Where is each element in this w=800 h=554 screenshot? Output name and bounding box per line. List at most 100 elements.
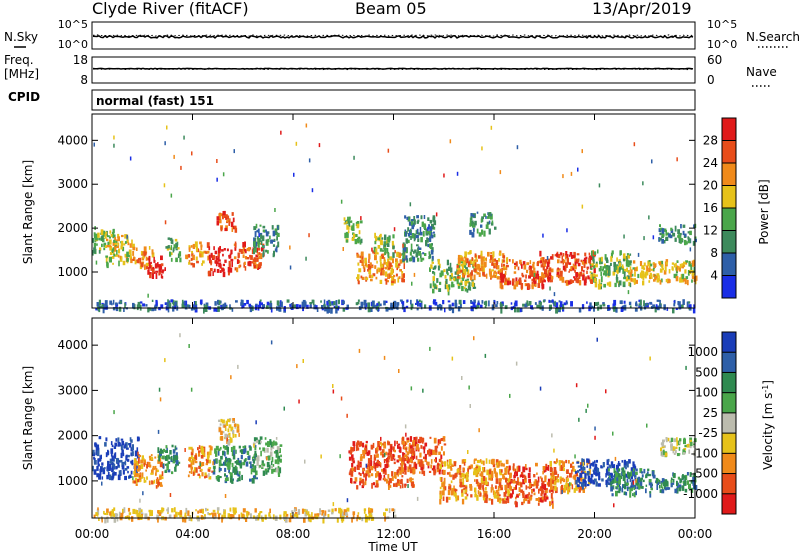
- heatmap-cell: [464, 280, 467, 286]
- heatmap-cell: [574, 269, 576, 273]
- heatmap-cell: [331, 512, 334, 515]
- heatmap-cell: [129, 243, 132, 248]
- heatmap-cell: [594, 472, 597, 475]
- heatmap-cell: [551, 497, 554, 502]
- heatmap-cell: [276, 300, 280, 306]
- heatmap-cell: [689, 230, 692, 236]
- heatmap-cell: [198, 445, 201, 450]
- heatmap-cell: [637, 252, 640, 257]
- heatmap-cell: [313, 304, 317, 310]
- heatmap-cell: [269, 451, 273, 457]
- heatmap-cell: [542, 266, 545, 269]
- heatmap-cell: [541, 490, 545, 493]
- heatmap-cell: [97, 232, 100, 238]
- heatmap-cell: [220, 435, 224, 441]
- heatmap-cell: [616, 484, 619, 488]
- heatmap-cell: [350, 470, 354, 477]
- heatmap-cell: [188, 464, 192, 468]
- heatmap-cell: [485, 300, 488, 307]
- heatmap-cell: [590, 305, 594, 309]
- heatmap-cell: [560, 479, 562, 484]
- heatmap-cell: [524, 279, 527, 282]
- heatmap-cell: [111, 509, 114, 514]
- heatmap-cell: [666, 232, 670, 236]
- heatmap-cell: [238, 473, 240, 477]
- heatmap-cell: [106, 517, 109, 523]
- heatmap-cell: [238, 265, 241, 269]
- y-tick-label: 1000: [57, 265, 88, 279]
- heatmap-cell: [136, 247, 138, 251]
- heatmap-cell: [571, 280, 575, 283]
- heatmap-cell: [377, 301, 380, 307]
- heatmap-cell: [252, 515, 256, 519]
- heatmap-cell: [393, 227, 396, 232]
- y-tick-label: 3000: [57, 177, 88, 191]
- heatmap-cell: [229, 304, 231, 309]
- heatmap-cell: [187, 254, 191, 258]
- heatmap-cell: [613, 266, 616, 272]
- heatmap-cell: [681, 273, 685, 280]
- heatmap-cell: [303, 517, 306, 523]
- heatmap-cell: [458, 299, 462, 305]
- heatmap-cell: [485, 215, 487, 219]
- heatmap-cell: [538, 279, 541, 284]
- date-title: 13/Apr/2019: [592, 0, 692, 18]
- heatmap-cell: [130, 439, 133, 443]
- heatmap-cell: [534, 302, 537, 305]
- heatmap-cell: [380, 474, 382, 479]
- heatmap-cell: [580, 259, 583, 263]
- heatmap-cell: [401, 483, 404, 489]
- heatmap-cell: [451, 464, 454, 467]
- heatmap-cell: [604, 265, 607, 269]
- heatmap-cell: [238, 471, 241, 475]
- heatmap-cell: [164, 455, 168, 461]
- heatmap-cell: [195, 509, 197, 512]
- heatmap-cell: [346, 225, 349, 230]
- heatmap-cell: [265, 241, 269, 246]
- heatmap-cell: [275, 449, 278, 454]
- heatmap-cell: [110, 510, 113, 517]
- heatmap-cell: [375, 276, 378, 280]
- heatmap-cell: [607, 304, 610, 309]
- heatmap-cell: [357, 466, 360, 470]
- heatmap-cell: [604, 270, 608, 275]
- heatmap-cell: [471, 270, 473, 276]
- heatmap-cell: [422, 230, 425, 237]
- heatmap-cell: [132, 256, 135, 261]
- heatmap-cell: [466, 275, 469, 278]
- heatmap-cell: [101, 517, 103, 523]
- heatmap-cell: [256, 460, 259, 466]
- heatmap-cell: [101, 476, 104, 480]
- heatmap-cell: [573, 469, 576, 473]
- heatmap-cell: [477, 490, 480, 495]
- heatmap-cell: [370, 444, 374, 450]
- heatmap-cell: [117, 236, 120, 242]
- heatmap-cell: [173, 305, 176, 310]
- heatmap-cell: [222, 172, 225, 177]
- heatmap-cell: [225, 217, 227, 220]
- heatmap-cell: [608, 464, 611, 468]
- heatmap-cell: [686, 472, 689, 476]
- heatmap-cell: [223, 509, 226, 515]
- heatmap-cell: [224, 427, 227, 431]
- heatmap-cell: [224, 433, 228, 440]
- heatmap-cell: [420, 215, 423, 219]
- heatmap-cell: [406, 438, 410, 443]
- heatmap-cell: [618, 280, 622, 286]
- heatmap-cell: [429, 283, 432, 289]
- heatmap-cell: [192, 243, 196, 249]
- heatmap-cell: [441, 490, 445, 496]
- heatmap-cell: [675, 449, 677, 454]
- heatmap-cell: [473, 286, 477, 289]
- heatmap-cell: [677, 234, 681, 239]
- heatmap-cell: [398, 466, 402, 471]
- heatmap-cell: [554, 462, 558, 465]
- heatmap-cell: [496, 460, 499, 464]
- heatmap-cell: [532, 488, 535, 492]
- heatmap-cell: [520, 283, 524, 289]
- heatmap-cell: [140, 464, 144, 469]
- heatmap-cell: [553, 467, 557, 472]
- heatmap-cell: [353, 233, 356, 239]
- heatmap-cell: [593, 265, 596, 268]
- heatmap-cell: [447, 489, 451, 496]
